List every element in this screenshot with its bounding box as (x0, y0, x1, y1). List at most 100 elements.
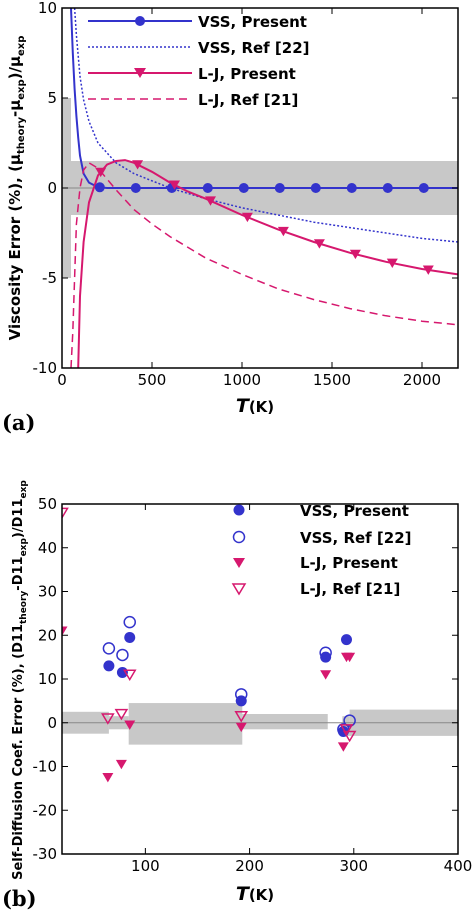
legend-b: VSS, Present VSS, Ref [22] L-J, Present … (231, 502, 412, 598)
legend-item-lj-ref21-a: L-J, Ref [21] (88, 91, 298, 109)
data-point (418, 183, 429, 193)
data-point (340, 634, 352, 646)
x-tick-label: 500 (138, 371, 167, 389)
data-point (124, 720, 136, 730)
y-tick-label: 30 (38, 583, 57, 601)
panel-label-a: (a) (2, 410, 35, 435)
data-point (344, 652, 356, 663)
y-tick-label: -30 (33, 845, 58, 863)
data-point (235, 695, 247, 707)
x-tick-label: 100 (131, 857, 160, 875)
data-point (101, 713, 115, 725)
legend-a: VSS, Present VSS, Ref [22] L-J, Present … (88, 13, 310, 109)
data-point (386, 258, 398, 269)
data-point (130, 183, 141, 193)
data-point (346, 183, 357, 193)
data-point (62, 507, 69, 520)
x-tick-label: 200 (235, 857, 264, 875)
legend-label: VSS, Ref [22] (300, 529, 412, 547)
legend-item-vss-present-b: VSS, Present (233, 502, 409, 520)
data-point (132, 160, 144, 170)
data-point (320, 651, 332, 663)
legend-label: VSS, Ref [22] (198, 39, 310, 57)
data-point (116, 648, 129, 662)
series-line (70, 8, 458, 189)
data-point (102, 642, 116, 655)
data-point (205, 196, 216, 206)
data-point (62, 626, 68, 636)
x-tick-label: 1500 (313, 371, 351, 389)
y-tick-label: 10 (38, 670, 57, 688)
data-point (422, 265, 434, 275)
data-point (202, 183, 213, 193)
data-point (115, 759, 127, 770)
data-point (349, 249, 361, 260)
series-line (77, 159, 458, 368)
chart-a: 0 500 1000 1500 2000 -10 -5 0 5 10 VSS, Present … (2, 0, 459, 435)
y-tick-label: -10 (33, 758, 58, 776)
uncertainty-band (242, 714, 328, 730)
y-tick-label: -5 (42, 269, 57, 287)
x-axis-label-b: T(K) (236, 883, 274, 905)
legend-label: VSS, Present (300, 502, 409, 520)
legend-label: L-J, Ref [21] (300, 580, 400, 598)
panel-label-b: (b) (2, 886, 37, 911)
y-ticks-a: -10 -5 0 5 10 (33, 0, 458, 377)
legend-item-lj-present-a: L-J, Present (88, 65, 296, 83)
y-axis-label-a: Viscosity Error (%), (μtheory-μexp)/μexp (6, 36, 27, 341)
data-point (123, 615, 136, 629)
data-point (234, 711, 249, 723)
data-point (343, 714, 356, 727)
data-point (382, 183, 393, 193)
y-tick-label: 50 (38, 495, 57, 513)
legend-item-lj-present-b: L-J, Present (233, 554, 398, 572)
y-tick-label: 0 (47, 179, 57, 197)
x-axis-label-a: T(K) (236, 395, 274, 417)
data-point (342, 730, 357, 743)
y-tick-label: 0 (47, 714, 57, 732)
x-tick-label: 0 (57, 371, 67, 389)
y-ticks-b: -30 -20 -10 0 10 20 30 40 50 (33, 495, 458, 863)
chart-b: 100 200 300 400 -30 -20 -10 0 10 20 30 40 50 VSS, P… (2, 480, 472, 911)
data-point (238, 183, 249, 193)
data-point (95, 167, 107, 178)
series-line (70, 161, 458, 368)
data-point (319, 646, 332, 659)
data-point (274, 183, 285, 193)
plot-frame-b (61, 503, 459, 855)
y-tick-label: 20 (38, 626, 57, 644)
data-point (339, 724, 354, 736)
legend-item-lj-ref21-b: L-J, Ref [21] (231, 580, 400, 598)
y-axis-label-b: Self-Diffusion Coef. Error (%), (D11theo… (11, 480, 29, 880)
data-point (235, 722, 247, 733)
data-point (94, 182, 105, 193)
series-markers-b (62, 507, 357, 783)
x-tick-label: 400 (444, 857, 473, 875)
data-point (337, 742, 349, 752)
data-point (310, 183, 321, 193)
x-tick-label: 300 (339, 857, 368, 875)
data-point (114, 708, 129, 721)
y-tick-label: 40 (38, 539, 57, 557)
y-tick-label: -20 (33, 801, 58, 819)
series-markers-a (94, 160, 434, 275)
data-point (234, 688, 248, 701)
series-lines-a (70, 8, 458, 368)
data-point (277, 226, 289, 237)
legend-item-vss-present-a: VSS, Present (88, 13, 307, 31)
data-point (169, 180, 180, 190)
data-point (124, 631, 136, 643)
uncertainty-band (128, 703, 243, 745)
legend-label: L-J, Present (198, 65, 296, 83)
x-ticks-a: 0 500 1000 1500 2000 (57, 8, 441, 389)
legend-label: L-J, Ref [21] (198, 91, 298, 109)
data-point (313, 239, 325, 249)
legend-label: L-J, Present (300, 554, 398, 572)
legend-item-vss-ref22-a: VSS, Ref [22] (88, 39, 310, 57)
data-point (103, 660, 115, 672)
y-tick-label: 10 (38, 0, 57, 17)
x-tick-label: 2000 (403, 371, 441, 389)
x-ticks-b: 100 200 300 400 (131, 504, 472, 875)
data-point (241, 212, 253, 223)
